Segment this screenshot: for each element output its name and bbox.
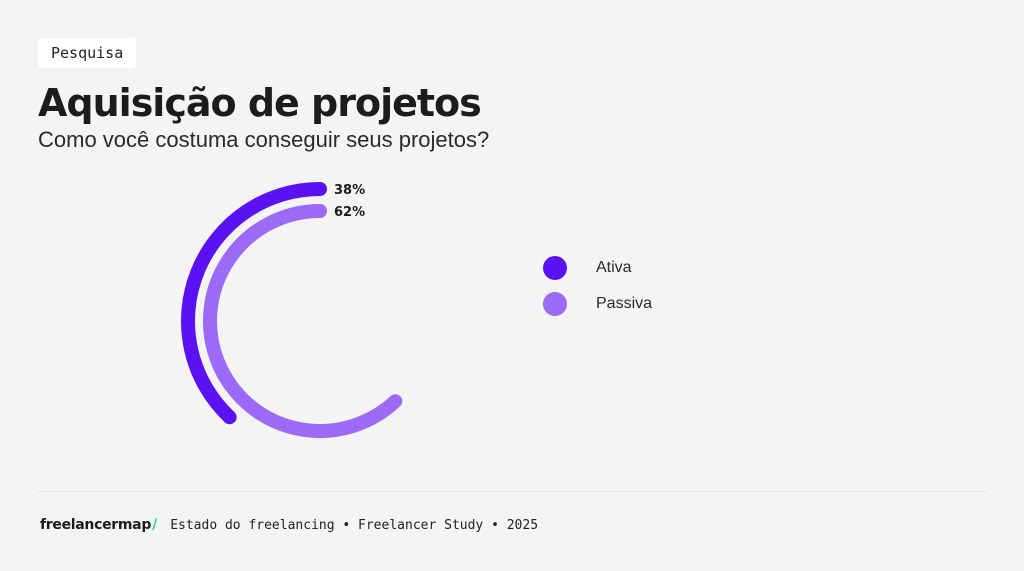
legend-item-passiva: Passiva — [543, 292, 652, 316]
footer: freelancermap / Estado do freelancing • F… — [40, 515, 538, 535]
radial-bar-chart: 38%62% — [181, 182, 403, 438]
legend-item-ativa: Ativa — [543, 256, 652, 280]
logo-slash-icon: / — [152, 517, 158, 533]
legend-dot-passiva — [543, 292, 567, 316]
page-title: Aquisição de projetos — [38, 81, 482, 125]
chart-legend: Ativa Passiva — [543, 256, 652, 328]
footer-text: Estado do freelancing • Freelancer Study… — [170, 517, 539, 533]
page-subtitle: Como você costuma conseguir seus projeto… — [38, 127, 490, 152]
data-label-passiva: 62% — [334, 205, 365, 220]
legend-dot-ativa — [543, 256, 567, 280]
arc-passiva — [203, 204, 403, 438]
arc-ativa — [181, 182, 327, 425]
legend-label-passiva: Passiva — [596, 295, 653, 312]
section-tag: Pesquisa — [38, 38, 137, 68]
legend-label-ativa: Ativa — [596, 259, 632, 276]
footer-divider — [38, 491, 986, 492]
data-label-ativa: 38% — [334, 183, 365, 198]
freelancermap-logo: freelancermap — [40, 517, 152, 533]
